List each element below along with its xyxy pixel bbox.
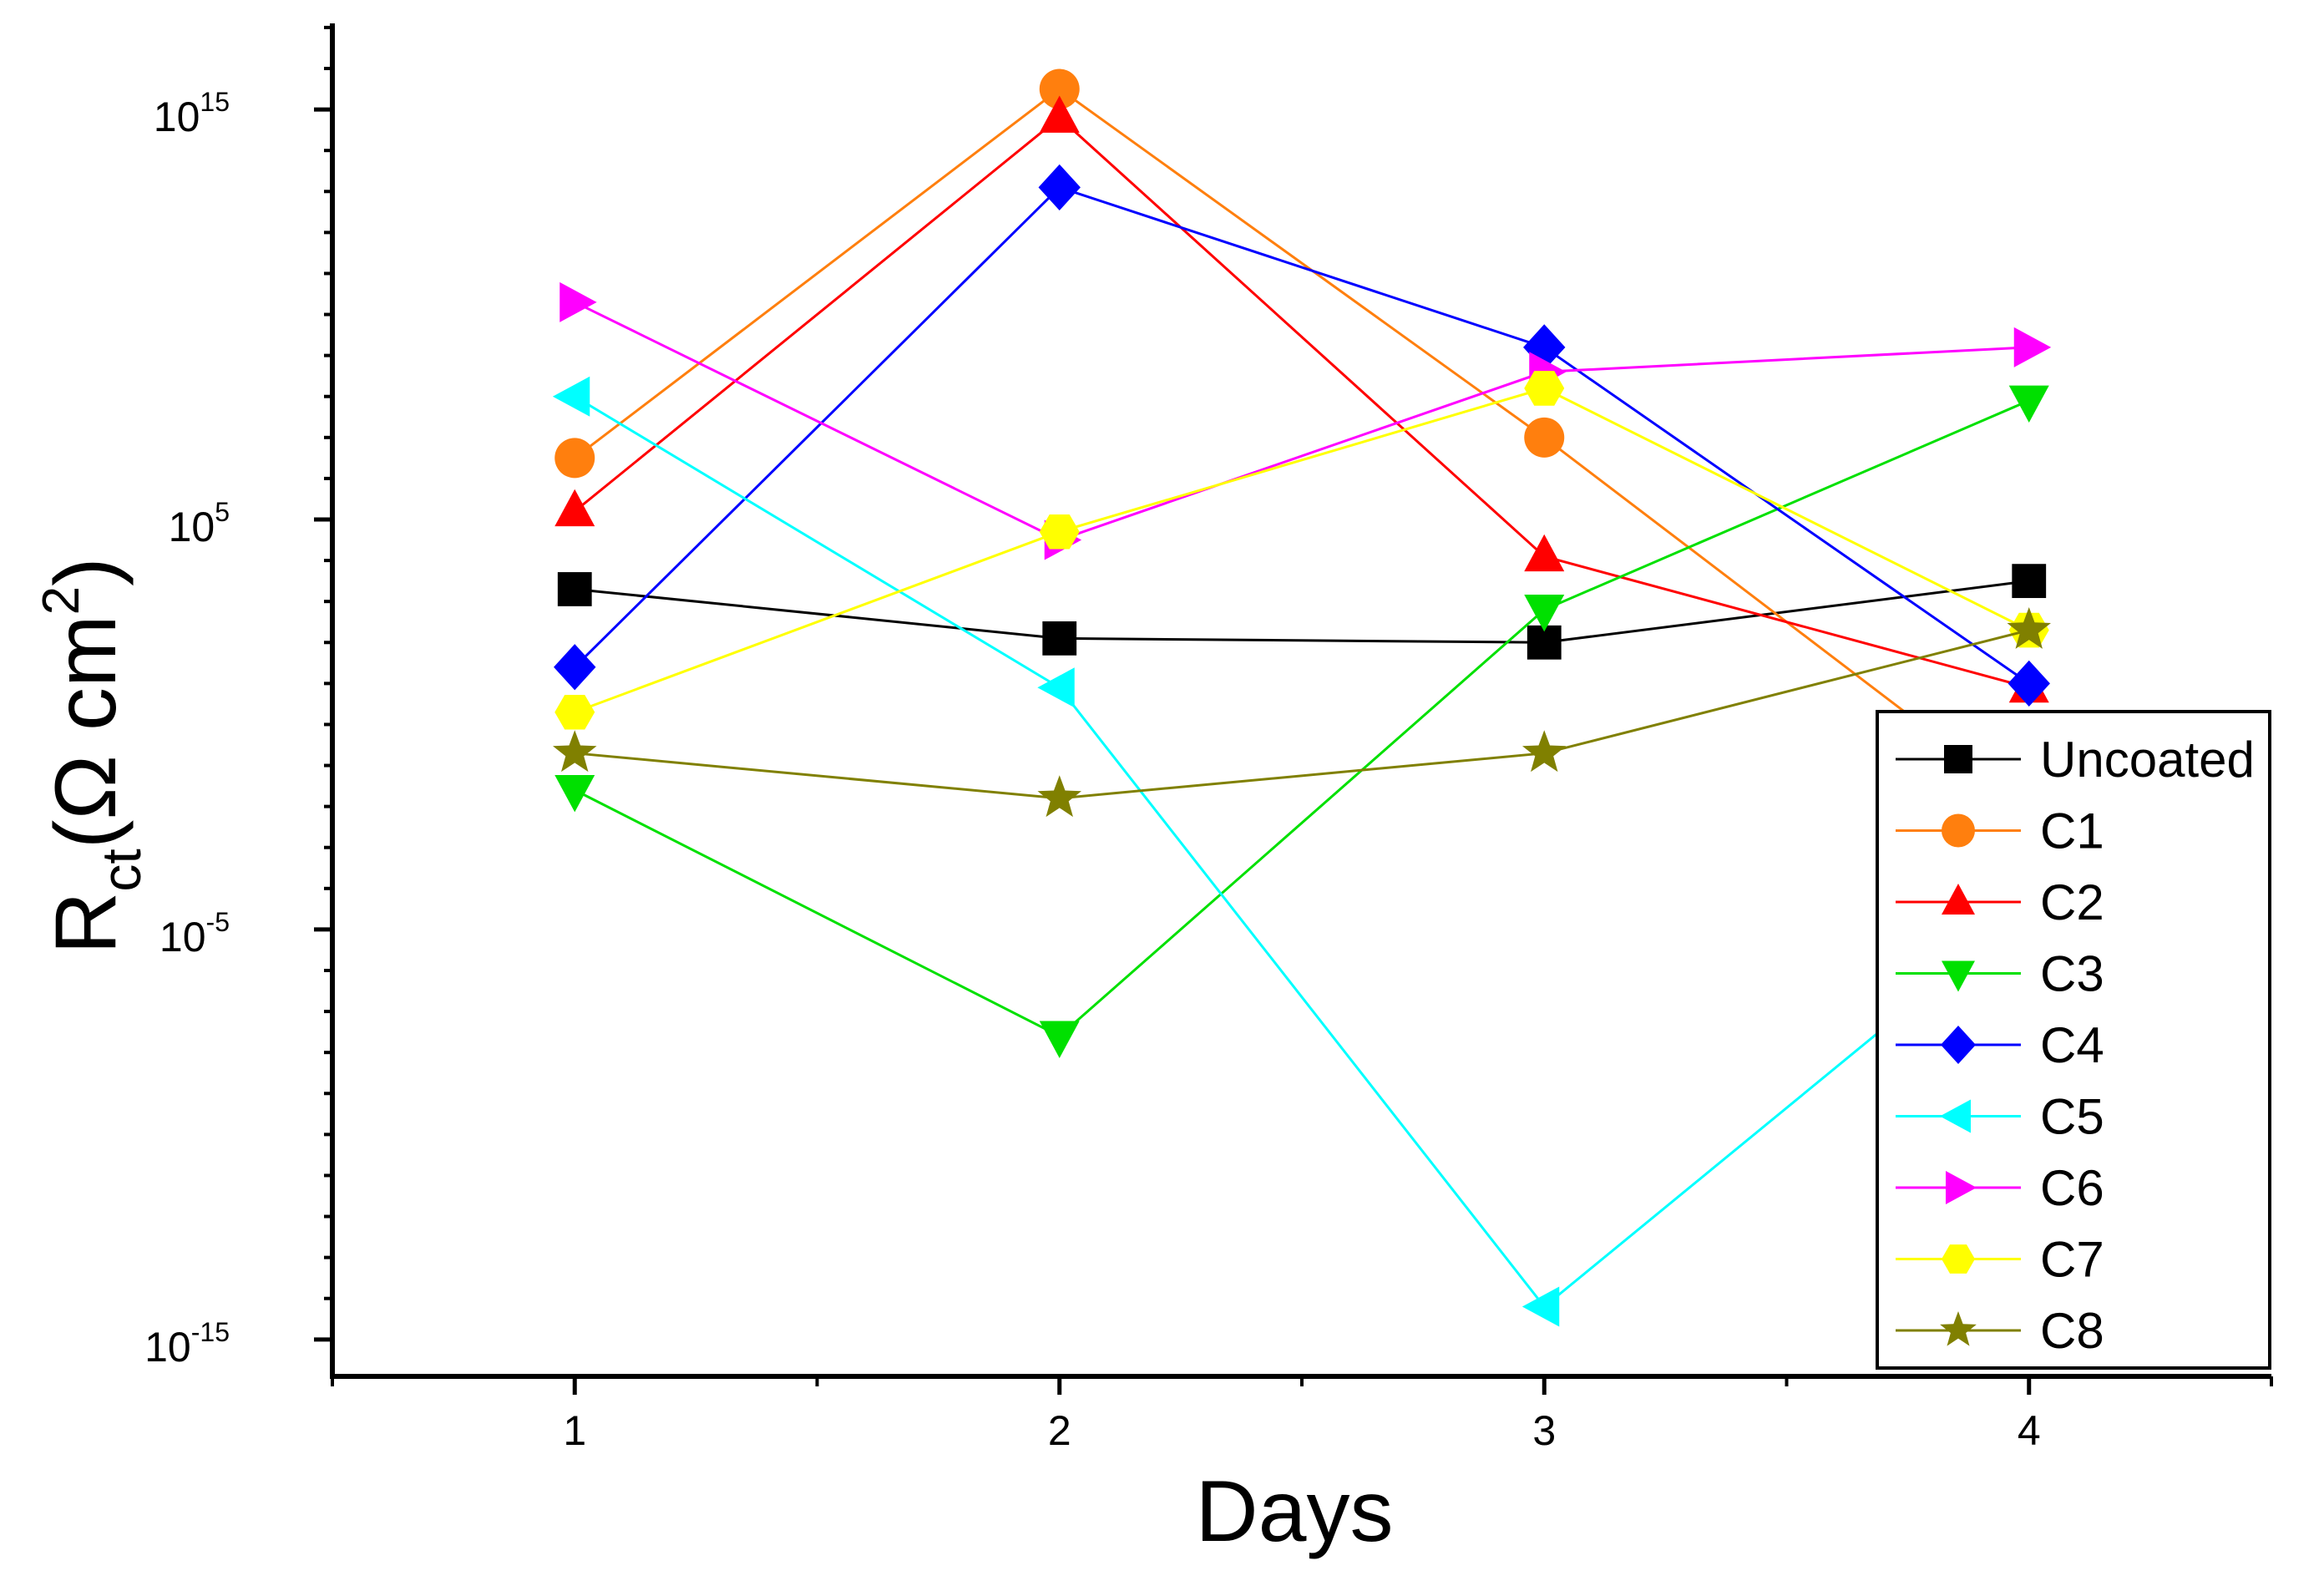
legend-label: C2	[2040, 874, 2104, 930]
y-tick-label: 1015	[154, 87, 230, 140]
series-line-c2	[574, 115, 2030, 689]
legend-marker	[1946, 1171, 1977, 1204]
y-tick-label-exponent: 15	[200, 87, 230, 117]
legend-label: C4	[2040, 1017, 2104, 1073]
data-point-c2	[1524, 534, 1565, 572]
data-point-c1	[1524, 417, 1565, 458]
series-line-c4	[574, 185, 2030, 685]
y-axis-title-superscript: 2	[33, 586, 90, 615]
data-point-uncoated	[557, 572, 592, 606]
legend-entry-c5: C5	[1896, 1089, 2104, 1145]
legend-label: C7	[2040, 1232, 2104, 1288]
y-tick-label-base: 10	[144, 1324, 191, 1371]
series-c8	[553, 606, 2051, 818]
data-point-c3	[2008, 385, 2049, 423]
data-point-c4	[2008, 660, 2050, 707]
data-point-c5	[1521, 1286, 1560, 1327]
y-axis-title-close: )	[38, 557, 134, 586]
legend-marker	[1942, 960, 1975, 992]
y-tick-label: 10-5	[159, 907, 230, 960]
legend-marker	[1940, 1099, 1971, 1133]
series-uncoated	[557, 564, 2047, 660]
y-tick-label: 105	[169, 497, 230, 550]
y-tick-label-exponent: -5	[206, 907, 230, 937]
x-tick-label: 2	[1048, 1407, 1071, 1454]
legend-entry-uncoated: Uncoated	[1896, 732, 2255, 788]
data-point-c7	[1039, 514, 1080, 550]
series-c3	[554, 385, 2049, 1058]
data-point-c3	[1524, 595, 1565, 632]
legend-marker	[1942, 1244, 1975, 1274]
series-line-c6	[574, 301, 2029, 542]
y-axis-title: Rct(Ω cm2)	[33, 557, 152, 954]
data-point-c2	[1039, 95, 1080, 133]
legend-entry-c3: C3	[1896, 946, 2104, 1002]
data-point-c1	[554, 438, 595, 479]
series-line-c3	[574, 399, 2030, 1038]
legend: Uncoated C1 C2 C3 C4 C5 C6 C7 C8	[1876, 710, 2271, 1370]
legend-entry-c1: C1	[1896, 803, 2104, 859]
legend-label: C8	[2040, 1303, 2104, 1359]
legend-label: C1	[2040, 803, 2104, 859]
series-line-uncoated	[575, 580, 2029, 644]
data-point-c5	[552, 376, 590, 417]
data-point-c6	[559, 281, 597, 322]
data-point-c7	[554, 694, 595, 730]
x-axis-title: Days	[1196, 1463, 1394, 1560]
legend-entry-c8: C8	[1896, 1303, 2104, 1359]
legend-entry-c7: C7	[1896, 1232, 2104, 1288]
legend-entry-c6: C6	[1896, 1160, 2104, 1216]
y-tick-label-base: 10	[154, 94, 200, 140]
data-point-c8	[1037, 775, 1081, 818]
data-point-c2	[554, 489, 595, 527]
data-point-c4	[554, 644, 596, 691]
series-line-c5	[574, 395, 2030, 1309]
data-point-uncoated	[2012, 564, 2047, 599]
x-tick-label: 3	[1532, 1407, 1556, 1454]
y-tick-label-base: 10	[159, 914, 206, 960]
legend-entry-c2: C2	[1896, 874, 2104, 930]
legend-label: C5	[2040, 1089, 2104, 1145]
x-tick-label: 1	[563, 1407, 586, 1454]
data-point-c6	[2013, 327, 2052, 367]
data-point-c8	[2007, 606, 2051, 649]
legend-marker	[1942, 813, 1975, 848]
series-line-c8	[575, 629, 2030, 800]
legend-label: C3	[2040, 946, 2104, 1002]
data-point-c5	[1037, 667, 1075, 708]
data-point-c7	[1524, 371, 1565, 406]
axis-titles: Days Rct(Ω cm2)	[33, 557, 1393, 1560]
legend-label: C6	[2040, 1160, 2104, 1216]
data-point-c4	[1038, 164, 1081, 210]
data-point-c3	[1039, 1021, 1080, 1058]
y-tick-label-exponent: -15	[191, 1317, 230, 1347]
y-tick-label-exponent: 5	[215, 497, 230, 527]
y-axis-title-main: R	[38, 892, 134, 955]
legend-label: Uncoated	[2040, 732, 2255, 788]
y-tick-label-base: 10	[169, 504, 215, 550]
data-point-uncoated	[1042, 621, 1077, 656]
y-axis-title-unit: (Ω cm	[38, 615, 134, 849]
series-c4	[554, 164, 2050, 707]
x-tick-label: 4	[2018, 1407, 2041, 1454]
legend-entry-c4: C4	[1896, 1017, 2104, 1073]
series-line-c7	[574, 387, 2030, 714]
legend-marker	[1940, 1311, 1977, 1346]
legend-marker	[1941, 1026, 1976, 1064]
data-point-c8	[553, 730, 597, 773]
data-point-c8	[1522, 730, 1567, 773]
data-point-c1	[1039, 68, 1080, 109]
y-axis-title-subscript: ct	[90, 849, 152, 891]
legend-marker	[1944, 745, 1972, 773]
legend-marker	[1942, 884, 1975, 915]
y-tick-label: 10-15	[144, 1317, 230, 1371]
data-point-c3	[554, 775, 595, 813]
